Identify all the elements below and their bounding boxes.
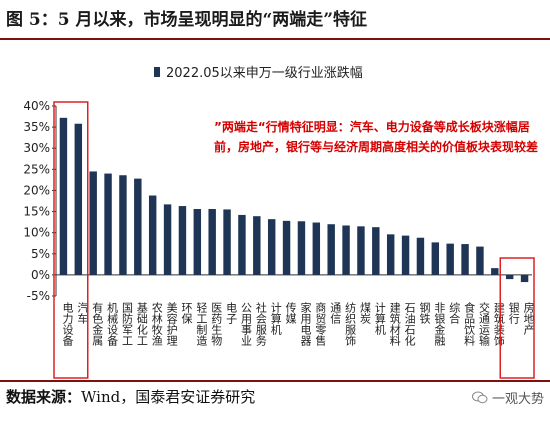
category-label: 农林牧渔 <box>150 301 163 347</box>
category-label: 石油石化 <box>403 302 416 347</box>
category-label: 公用事业 <box>239 302 252 346</box>
category-label: 商贸零售 <box>314 301 327 347</box>
bar <box>282 220 291 275</box>
y-tick-label: 20% <box>23 183 50 197</box>
category-label: 机械设备 <box>106 301 119 347</box>
bar <box>193 209 202 275</box>
bar <box>357 226 365 275</box>
y-tick-label: 30% <box>23 141 50 155</box>
category-label: 轻工制造 <box>195 301 208 346</box>
bar <box>461 244 469 275</box>
bar <box>104 173 112 275</box>
category-label: 计算机 <box>373 302 386 335</box>
bar <box>119 175 127 275</box>
category-label: 美容护理 <box>165 302 178 346</box>
category-label: 食品饮料 <box>463 301 476 347</box>
category-label: 电力设备 <box>61 302 74 347</box>
category-label: 汽车 <box>76 301 89 325</box>
watermark-text: 一观大势 <box>491 392 544 407</box>
category-label: 有色金属 <box>91 301 104 347</box>
y-tick-label: 5% <box>31 247 50 261</box>
bar <box>520 274 529 283</box>
bar <box>74 123 83 275</box>
bar <box>446 243 454 275</box>
bar <box>342 225 350 275</box>
category-label: 房地产 <box>522 302 535 336</box>
category-label: 煤炭 <box>358 302 371 325</box>
bar <box>208 209 216 275</box>
bar-chart: 2022.05以来申万一级行业涨跌幅 -5% 0% 5% 10% 15% 20% 25% 30%… <box>23 65 535 379</box>
bar <box>238 214 246 275</box>
highlight-box <box>499 257 535 379</box>
category-label: 综合 <box>448 301 461 324</box>
bar <box>223 209 231 275</box>
chart-annotation: ”两端走“行情特征明显：汽车、电力设备等成长板块涨幅居前，房地产，银行等与经济周… <box>214 120 539 154</box>
top-rule <box>0 38 550 40</box>
category-label: 通信 <box>329 302 342 325</box>
bar <box>89 171 97 275</box>
category-label: 环保 <box>180 302 193 325</box>
bar <box>163 204 172 275</box>
category-label: 计算机 <box>269 302 282 335</box>
bar <box>431 242 440 275</box>
source-text: Wind，国泰君安证券研究 <box>81 388 256 406</box>
bar <box>267 219 276 275</box>
category-label: 建筑材料 <box>388 301 401 347</box>
category-label: 国防军工 <box>120 302 133 346</box>
category-label: 传媒 <box>284 302 297 325</box>
bottom-rule <box>0 380 550 382</box>
bar <box>59 117 68 275</box>
category-label: 电子 <box>225 302 238 324</box>
bar <box>416 237 425 275</box>
highlight-box <box>53 101 89 379</box>
category-label: 建筑装饰 <box>492 301 505 346</box>
bar <box>386 234 395 275</box>
category-label: 医药生物 <box>210 302 223 346</box>
bar <box>372 227 380 275</box>
category-label: 钢铁 <box>418 302 431 324</box>
category-label: 基础化工 <box>135 302 148 346</box>
bar <box>148 195 157 275</box>
y-tick-label: 35% <box>23 120 50 134</box>
bar <box>134 178 142 275</box>
source-label: 数据来源： <box>6 388 82 406</box>
category-label: 纺织服饰 <box>344 301 357 346</box>
category-label: 交通运输 <box>477 301 490 347</box>
source-note: 数据来源：Wind，国泰君安证券研究 <box>6 386 255 407</box>
y-tick-label: 40% <box>23 99 50 113</box>
bar <box>327 224 335 275</box>
figure-title: 图 5：5 月以来，市场呈现明显的“两端走”特征 <box>6 10 368 30</box>
wechat-icon <box>471 391 488 404</box>
bar <box>253 216 261 275</box>
bar <box>401 235 410 275</box>
y-tick-label: 0% <box>31 268 50 282</box>
y-tick-label: -5% <box>27 289 50 303</box>
category-label: 社会服务 <box>254 301 267 346</box>
bar <box>491 268 499 275</box>
category-label: 银行 <box>507 301 520 325</box>
category-label: 家用电器 <box>299 301 312 347</box>
legend-swatch <box>154 67 160 77</box>
y-tick-label: 25% <box>23 162 50 176</box>
legend-label: 2022.05以来申万一级行业涨跌幅 <box>166 65 363 81</box>
y-tick-label: 15% <box>23 205 50 219</box>
bar <box>476 246 484 275</box>
bar <box>297 221 306 275</box>
bar <box>178 206 187 275</box>
bar <box>312 222 321 275</box>
y-tick-label: 10% <box>23 226 50 240</box>
watermark: 一观大势 <box>471 388 544 407</box>
bar <box>505 274 514 280</box>
category-label: 非银金融 <box>433 302 446 347</box>
